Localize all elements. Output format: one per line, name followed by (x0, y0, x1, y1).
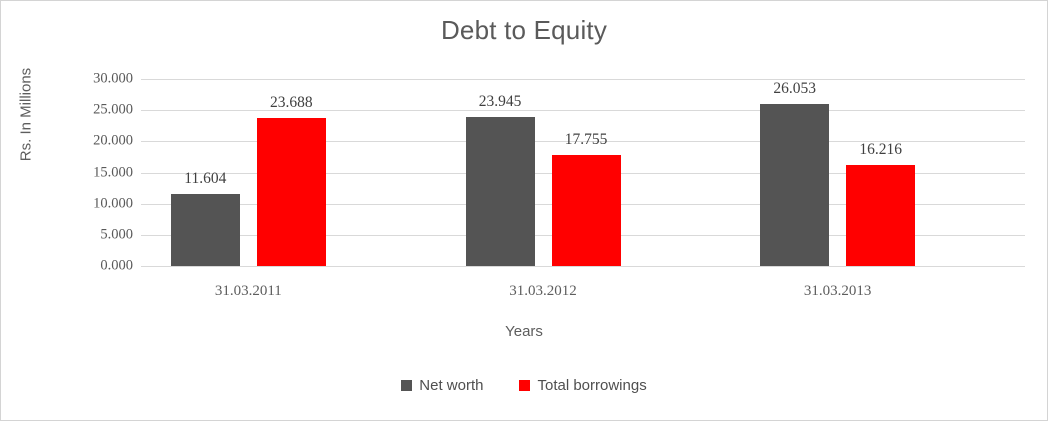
gridline (141, 266, 1025, 267)
legend-item-net-worth[interactable]: Net worth (401, 377, 483, 394)
gridline (141, 141, 1025, 143)
plot-area: 11.604 23.688 23.945 17.755 26.053 16.216 (141, 79, 1025, 267)
legend-swatch-icon (401, 380, 413, 391)
gridline (141, 79, 1025, 80)
bar-total-borrowings-31.03.2012[interactable] (551, 155, 621, 266)
y-axis-tick-labels: 30.000 25.000 20.000 15.000 10.000 5.000 0.000 (9, 71, 133, 274)
y-axis-tick-label: 20.000 (93, 132, 133, 149)
bar-value-label: 17.755 (564, 131, 608, 149)
bar-value-label: 23.945 (478, 92, 522, 110)
chart-legend: Net worth Total borrowings (1, 377, 1047, 394)
legend-swatch-icon (519, 380, 531, 391)
y-axis-tick-label: 5.000 (100, 226, 133, 243)
x-axis-category-label: 31.03.2013 (803, 283, 872, 299)
y-axis-tick-label: 10.000 (93, 195, 133, 212)
legend-label: Total borrowings (537, 377, 647, 394)
bar-value-label: 16.216 (859, 140, 902, 158)
bar-total-borrowings-31.03.2011[interactable] (256, 118, 326, 266)
bar-net-worth-31.03.2011[interactable] (170, 193, 240, 266)
bar-total-borrowings-31.03.2013[interactable] (846, 164, 916, 266)
bar-value-label: 11.604 (184, 169, 227, 187)
x-axis-category-label: 31.03.2011 (214, 283, 282, 299)
x-axis-category-label: 31.03.2012 (509, 283, 577, 299)
chart-title: Debt to Equity (440, 15, 608, 45)
bar-value-label: 23.688 (270, 94, 313, 112)
legend-label: Net worth (419, 377, 484, 394)
y-axis-tick-label: 25.000 (93, 101, 133, 118)
bar-net-worth-31.03.2012[interactable] (465, 116, 535, 266)
y-axis-tick-label: 15.000 (93, 164, 133, 180)
bar-net-worth-31.03.2013[interactable] (760, 103, 830, 266)
legend-item-total-borrowings[interactable]: Total borrowings (519, 377, 647, 394)
y-axis-tick-label: 30.000 (93, 70, 133, 87)
y-axis-tick-label: 0.000 (100, 257, 133, 274)
gridline (141, 110, 1025, 112)
x-axis-title: Years (505, 323, 543, 340)
bar-value-label: 26.053 (773, 79, 816, 97)
